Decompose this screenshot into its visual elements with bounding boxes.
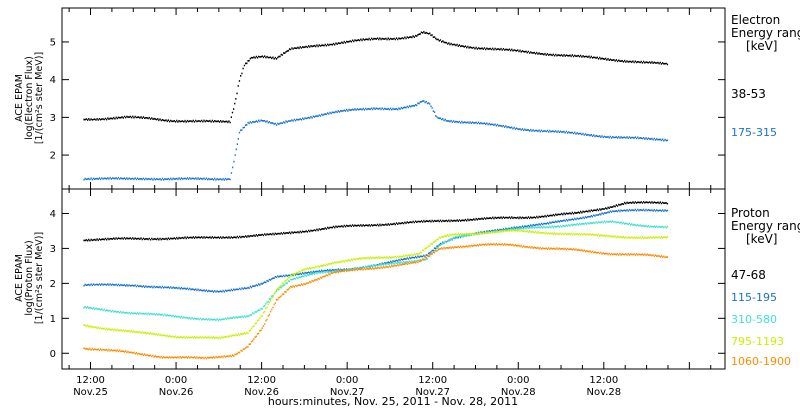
proton-ylabel-line1: ACE EPAM [14,254,25,302]
proton-panel-frame [61,188,726,370]
x-tick-time: 0:00 [165,375,187,386]
electron-ytick-label: 5 [50,37,56,48]
proton-legend-47-68: 47-68 [731,268,766,282]
proton-legend-795-1193: 795-1193 [731,335,784,348]
electron-legend-subtitle: Energy ranges [731,26,800,40]
proton-ytick-label: 3 [50,244,56,255]
electron-legend-title: Electron [731,13,780,27]
electron-legend-175-315: 175-315 [731,126,777,139]
proton-legend-title: Proton [731,206,770,220]
x-tick-time: 12:00 [589,375,618,386]
x-tick-time: 0:00 [336,375,358,386]
x-tick-time: 12:00 [418,375,447,386]
x-tick-date: Nov.25 [73,387,108,398]
proton-ytick-label: 4 [50,209,56,220]
electron-ytick-label: 3 [50,113,56,124]
x-tick-date: Nov.26 [159,387,194,398]
x-tick-date: Nov.27 [415,387,450,398]
proton-series-47-68 [83,201,669,242]
electron-ylabel-line2: log(Electron Flux) [24,56,35,140]
proton-legend-subtitle: Energy ranges [731,219,800,233]
electron-legend-unit: [keV] [746,39,777,53]
proton-series-1060-1900 [83,242,669,360]
proton-series-310-580 [83,220,669,322]
x-tick-time: 12:00 [247,375,276,386]
electron-ytick-label: 4 [50,75,56,86]
x-tick-time: 12:00 [76,375,105,386]
x-axis-title: hours:minutes, Nov. 25, 2011 - Nov. 28, … [268,395,518,408]
electron-series-175-315 [83,100,669,181]
x-tick-date: Nov.27 [330,387,365,398]
proton-ytick-label: 2 [50,279,56,290]
x-tick-date: Nov.26 [244,387,279,398]
x-tick-date: Nov.28 [501,387,536,398]
x-tick-time: 0:00 [507,375,529,386]
electron-ylabel-line1: ACE EPAM [14,74,25,122]
electron-panel-frame [61,7,726,190]
x-tick-date: Nov.28 [586,387,621,398]
proton-series-795-1193 [83,229,669,340]
proton-ytick-label: 1 [50,314,56,325]
electron-ylabel-line3: [1/(cm²s ster MeV)] [34,52,45,144]
electron-series-38-53 [83,31,669,124]
electron-legend-38-53: 38-53 [731,87,766,101]
proton-legend-310-580: 310-580 [731,313,777,326]
proton-legend-unit: [keV] [746,232,777,246]
proton-ytick-label: 0 [50,349,56,360]
electron-ytick-label: 2 [50,151,56,162]
proton-ylabel-line3: [1/(cm²s ster MeV)] [34,232,45,324]
proton-legend-1060-1900: 1060-1900 [731,355,791,368]
proton-legend-115-195: 115-195 [731,291,777,304]
proton-ylabel-line2: log(Proton Flux) [24,240,35,315]
